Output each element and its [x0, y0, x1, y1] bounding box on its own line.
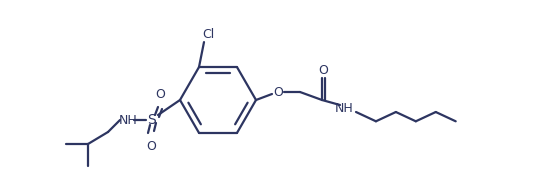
Text: O: O — [146, 139, 156, 153]
Text: S: S — [148, 113, 157, 127]
Text: O: O — [318, 63, 328, 77]
Text: O: O — [273, 86, 283, 98]
Text: O: O — [155, 89, 165, 101]
Text: NH: NH — [119, 113, 138, 127]
Text: NH: NH — [335, 101, 353, 115]
Text: Cl: Cl — [202, 28, 214, 41]
